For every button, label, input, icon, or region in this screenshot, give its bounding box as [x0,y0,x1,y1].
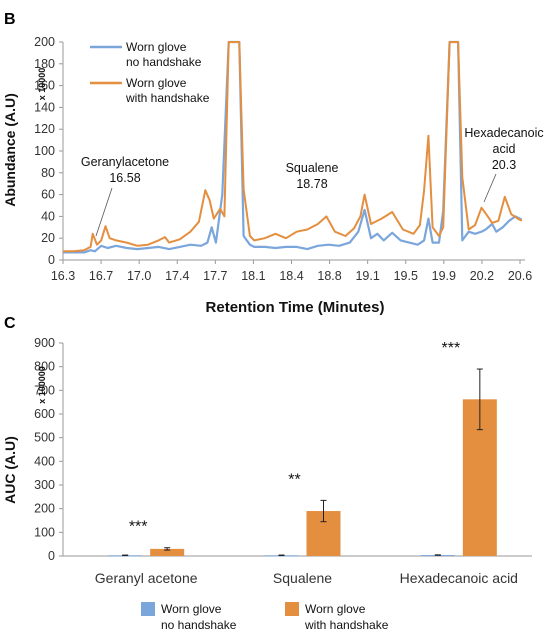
x-tick-label: 16.3 [51,269,75,283]
annotation-label: 16.58 [109,171,140,185]
category-label: Squalene [273,570,332,586]
x-tick-label: 20.2 [470,269,494,283]
y-tick-label: 0 [48,253,55,267]
annotation-pointer [95,187,113,237]
x-tick-label: 20.6 [508,269,532,283]
series-line-with-handshake [63,41,523,253]
x-tick-label: 16.7 [89,269,113,283]
y-tick-label: 40 [41,209,55,223]
bar-with-handshake [150,548,185,556]
legend-label: no handshake [161,618,237,632]
category-label: Hexadecanoic acid [400,570,518,586]
annotation-label: 18.78 [296,177,327,191]
x-tick-label: 19.5 [394,269,418,283]
significance-marker: ** [288,471,300,488]
x-tick-label: 19.9 [432,269,456,283]
x-tick-label: 18.4 [279,269,303,283]
annotation-label: Geranylacetone [81,155,169,169]
x-tick-label: 17.0 [127,269,151,283]
y-tick-label: 0 [48,549,55,563]
y-tick-label: 20 [41,231,55,245]
legend-label: no handshake [126,55,202,69]
legend-label: Worn glove [126,40,187,54]
y-tick-label: 80 [41,166,55,180]
y-tick-label: 300 [34,478,55,492]
y-tick-label: 160 [34,79,55,93]
significance-marker: *** [129,519,148,536]
y-tick-label: 120 [34,122,55,136]
legend-label: Worn glove [126,76,187,90]
legend-swatch-with-handshake [285,602,299,616]
line-chart-y-label: Abundance (A.U) [2,93,18,207]
legend-label: with handshake [125,91,210,105]
annotation-geranylacetone: Geranylacetone 16.58 [81,155,169,237]
significance-marker: *** [441,340,460,357]
y-tick-label: 800 [34,360,55,374]
legend-label: Worn glove [161,602,222,616]
bar-chart-y-multiplier: x 100000 [37,366,47,404]
legend-label: Worn glove [305,602,366,616]
y-tick-label: 100 [34,525,55,539]
line-chart-y-multiplier: x 10000 [37,68,47,101]
annotation-pointer [483,173,497,203]
annotation-label: Squalene [286,161,339,175]
annotation-label: Hexadecanoic [464,126,543,140]
y-tick-label: 140 [34,100,55,114]
y-tick-label: 500 [34,431,55,445]
x-tick-label: 17.4 [165,269,189,283]
legend-swatch-no-handshake [141,602,155,616]
panel-label-b: B [4,11,16,28]
y-tick-label: 200 [34,502,55,516]
legend-label: with handshake [304,618,389,632]
series-line-no-handshake [63,40,523,254]
y-tick-label: 600 [34,407,55,421]
bar-chart-legend: Worn glove no handshake Worn glove with … [141,602,389,632]
x-tick-label: 18.1 [241,269,265,283]
x-tick-label: 17.7 [203,269,227,283]
annotation-label: acid [493,142,516,156]
annotation-label: 20.3 [492,158,516,172]
y-tick-label: 900 [34,336,55,350]
annotation-hexadecanoic-acid: Hexadecanoic acid 20.3 [464,126,544,203]
y-tick-label: 180 [34,57,55,71]
line-chart-x-label: Retention Time (Minutes) [206,299,385,316]
y-tick-label: 700 [34,383,55,397]
y-tick-label: 60 [41,188,55,202]
annotation-squalene: Squalene 18.78 [286,161,339,191]
bar-chart-y-label: AUC (A.U) [2,436,18,504]
category-label: Geranyl acetone [95,570,198,586]
line-chart-legend: Worn glove no handshake Worn glove with … [90,40,210,105]
panel-label-c: C [4,315,16,332]
x-tick-label: 18.8 [317,269,341,283]
y-tick-label: 100 [34,144,55,158]
y-tick-label: 400 [34,454,55,468]
y-tick-label: 200 [34,35,55,49]
x-tick-label: 19.1 [355,269,379,283]
